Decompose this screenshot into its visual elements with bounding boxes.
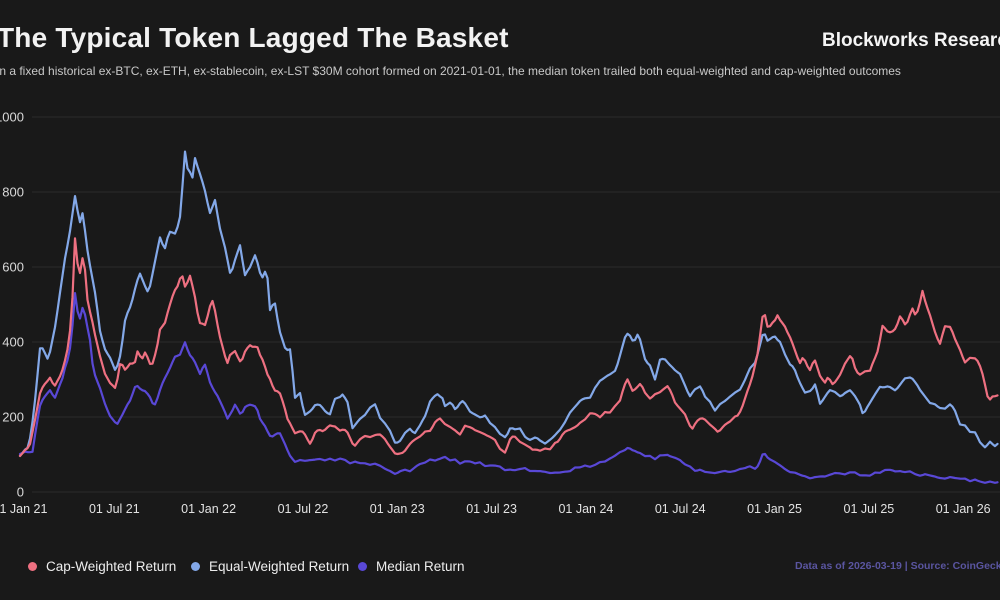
x-tick-label: 01 Jan 25 — [747, 502, 802, 516]
y-tick-label: 0 — [16, 484, 24, 500]
y-tick-label: 1000 — [0, 109, 24, 125]
series-line-equal-weighted-return — [18, 150, 999, 457]
y-tick-label: 600 — [2, 259, 24, 275]
legend-dot-icon — [191, 561, 200, 571]
chart-subtitle: In a fixed historical ex-BTC, ex-ETH, ex… — [0, 64, 901, 78]
data-source-note: Data as of 2026-03-19 | Source: CoinGeck… — [795, 560, 1000, 572]
x-tick-label: 01 Jul 25 — [843, 502, 895, 516]
legend-item-cap-weighted-return[interactable]: Cap-Weighted Return — [28, 558, 176, 574]
legend-label: Cap-Weighted Return — [46, 558, 177, 574]
legend-item-equal-weighted-return[interactable]: Equal-Weighted Return — [191, 558, 349, 574]
x-tick-label: 01 Jan 23 — [369, 502, 425, 516]
legend-dot-icon — [28, 561, 37, 571]
y-tick-label: 800 — [2, 184, 24, 200]
x-tick-label: 01 Jan 21 — [0, 502, 48, 516]
x-tick-label: 01 Jul 24 — [654, 502, 706, 516]
y-tick-label: 200 — [2, 409, 24, 425]
y-tick-label: 400 — [2, 334, 24, 350]
x-tick-label: 01 Jan 26 — [935, 502, 991, 516]
series-line-median-return — [18, 292, 999, 484]
x-tick-label: 01 Jul 22 — [277, 502, 329, 516]
legend-label: Median Return — [376, 558, 465, 574]
series-line-cap-weighted-return — [18, 237, 999, 457]
page-title: The Typical Token Lagged The Basket — [0, 22, 509, 53]
legend-item-median-return[interactable]: Median Return — [358, 558, 465, 574]
x-tick-label: 01 Jan 22 — [181, 502, 237, 516]
x-tick-label: 01 Jan 24 — [558, 502, 614, 516]
x-tick-label: 01 Jul 23 — [466, 502, 517, 516]
legend-label: Equal-Weighted Return — [209, 558, 350, 574]
brand-wordmark: Blockworks Research — [822, 30, 1000, 51]
legend-dot-icon — [358, 561, 367, 571]
x-tick-label: 01 Jul 21 — [88, 502, 140, 516]
